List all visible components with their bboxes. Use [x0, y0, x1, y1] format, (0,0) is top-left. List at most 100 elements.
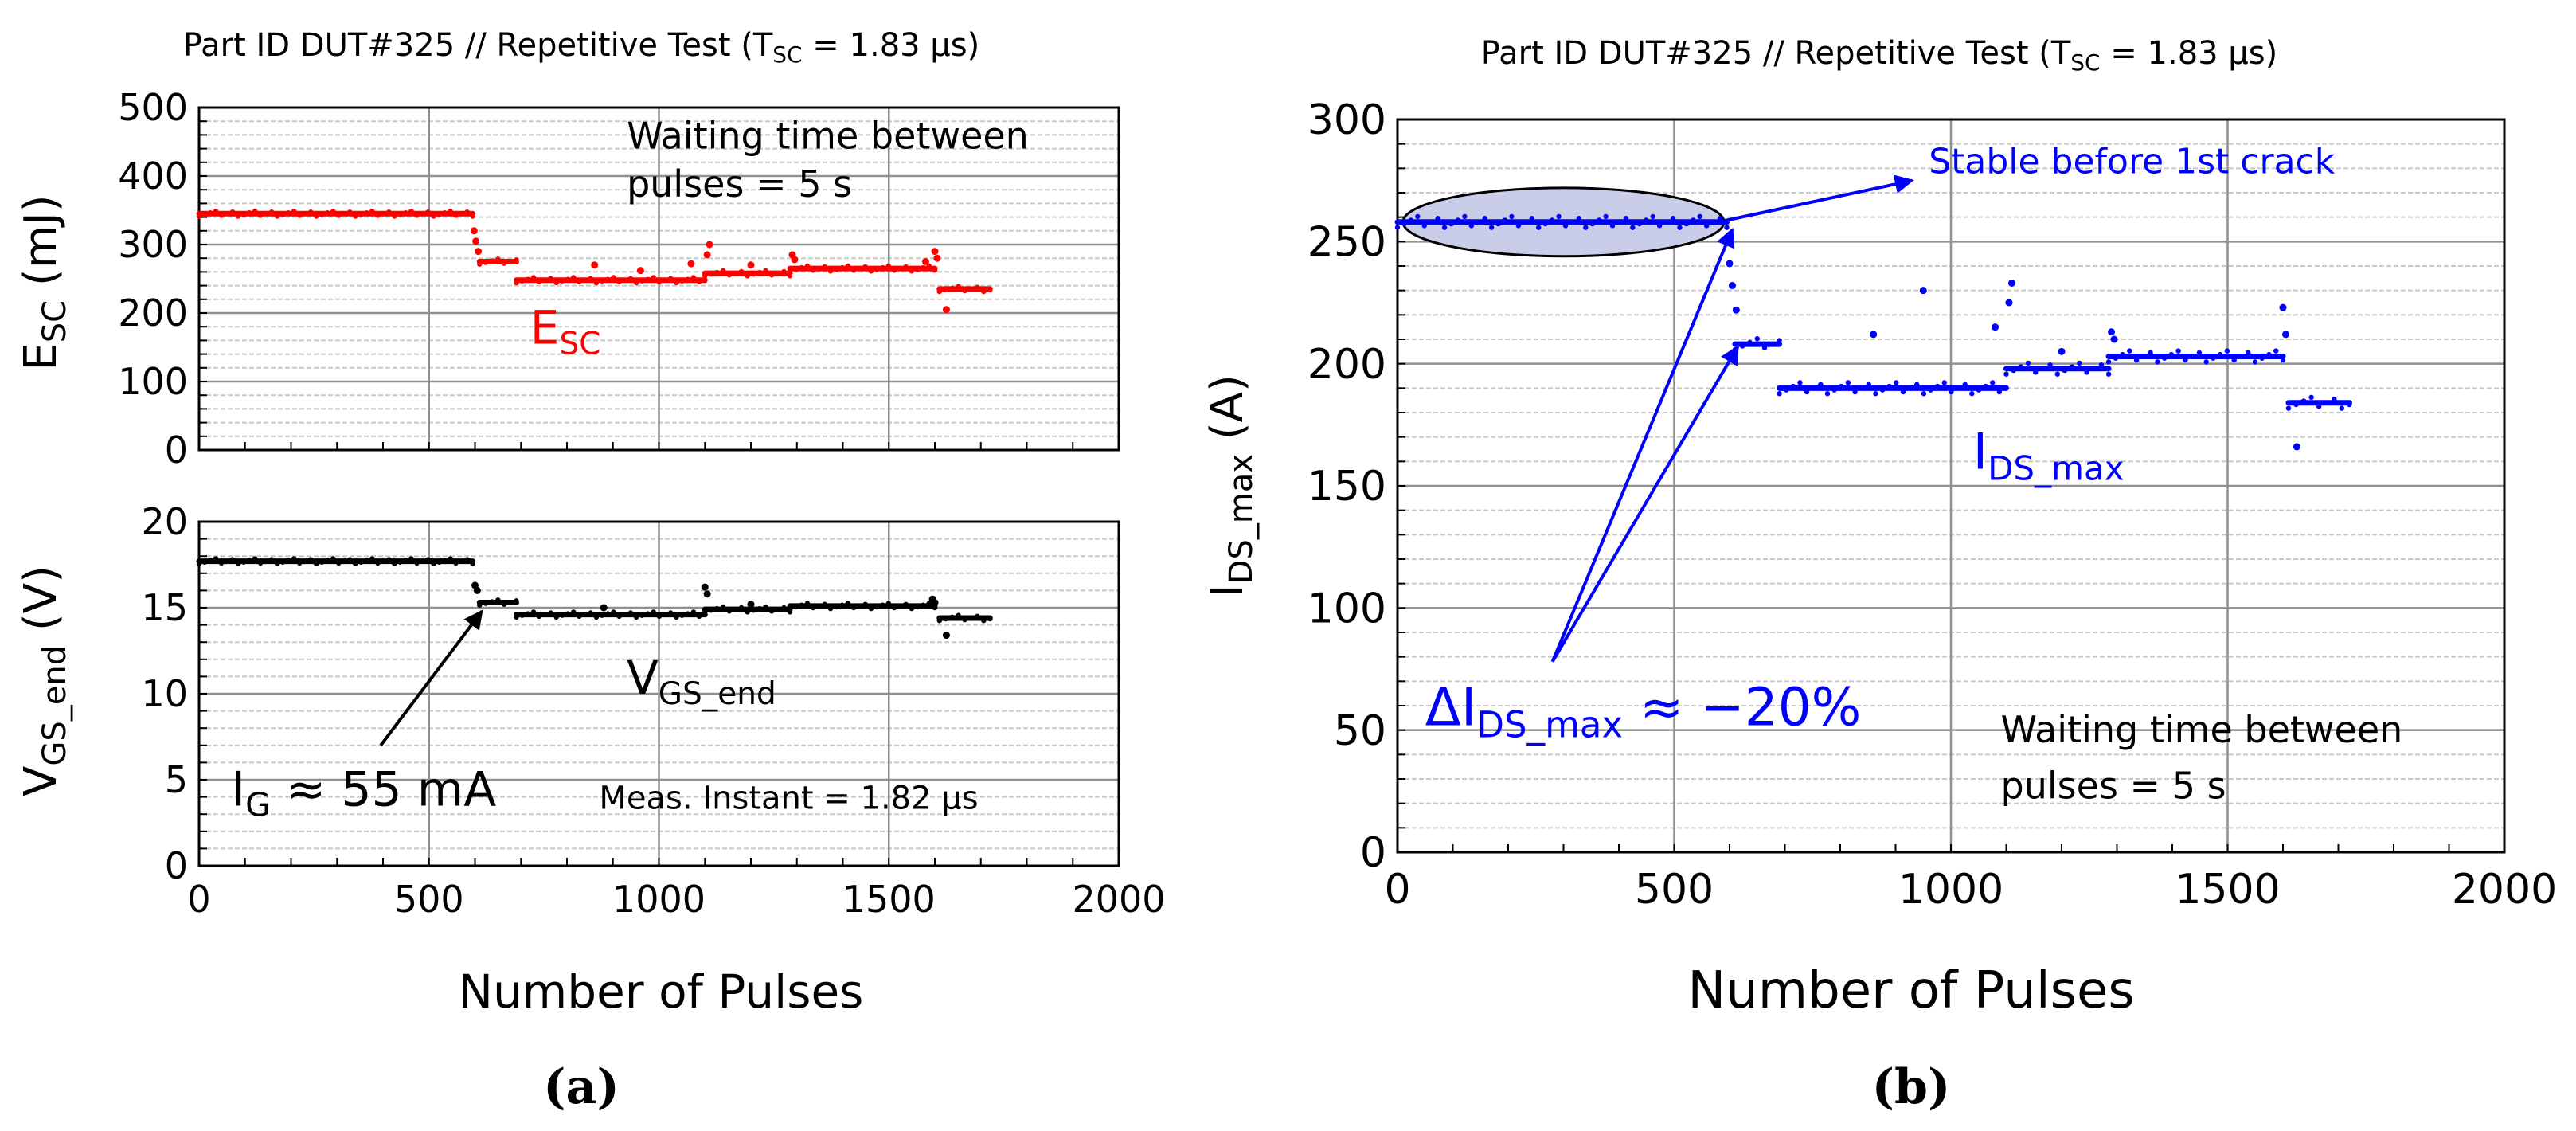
data-point: [477, 602, 483, 608]
y-tick-label: 200: [1308, 341, 1386, 389]
outlier-point-4: [1919, 287, 1927, 295]
data-point: [268, 209, 275, 215]
data-point: [726, 272, 732, 278]
data-point: [763, 268, 768, 274]
data-point: [768, 272, 775, 278]
data-point: [1408, 217, 1414, 223]
data-point: [656, 613, 663, 619]
data-point: [943, 616, 948, 622]
data-point: [252, 556, 258, 562]
data-point: [1900, 389, 1906, 395]
data-point: [816, 603, 822, 609]
data-point: [903, 264, 909, 270]
data-point: [425, 557, 431, 562]
data-point: [308, 557, 314, 562]
data-point: [507, 259, 513, 264]
data-point: [1990, 380, 1996, 385]
data-point: [470, 213, 475, 219]
data-point: [1941, 380, 1947, 385]
data-point: [1623, 216, 1629, 221]
data-point: [1894, 380, 1899, 385]
outlier-point-1: [472, 237, 480, 245]
data-point: [645, 611, 651, 616]
data-point: [897, 265, 903, 272]
data-point: [2077, 360, 2082, 366]
data-point: [1482, 216, 1487, 221]
data-point: [252, 208, 258, 214]
data-point: [353, 561, 358, 567]
data-point: [605, 276, 611, 282]
data-point: [2091, 366, 2097, 371]
data-point: [2238, 354, 2244, 359]
data-point: [246, 558, 252, 563]
data-point: [1710, 219, 1716, 225]
data-point: [827, 605, 834, 612]
data-point: [483, 260, 489, 265]
data-point: [240, 559, 247, 565]
data-point: [1839, 383, 1844, 389]
data-point: [1818, 382, 1824, 387]
data-point: [319, 212, 325, 217]
data-point: [1401, 221, 1407, 227]
outlier-point-3: [701, 583, 709, 591]
data-point: [2168, 351, 2175, 358]
data-point: [530, 275, 537, 280]
data-point: [436, 212, 442, 217]
data-point: [364, 210, 369, 216]
data-point: [453, 560, 459, 566]
data-point: [981, 288, 987, 295]
data-point: [347, 557, 353, 562]
outlier-point-4: [703, 590, 711, 598]
data-point: [530, 609, 537, 615]
data-point: [651, 609, 656, 615]
data-point: [1697, 213, 1702, 220]
data-point: [816, 265, 822, 272]
data-point: [804, 601, 811, 606]
xlabel-b: Number of Pulses: [1687, 961, 2134, 1020]
outlier-point-10: [791, 256, 799, 264]
data-point: [392, 213, 397, 219]
data-point: [1797, 380, 1803, 385]
data-point: [696, 613, 702, 619]
data-point: [507, 600, 513, 605]
data-point: [834, 266, 839, 272]
data-point: [1996, 389, 2003, 395]
data-point: [639, 278, 645, 284]
data-point: [1886, 383, 1892, 389]
data-point: [956, 612, 961, 618]
data-point: [857, 265, 862, 272]
data-point: [1769, 341, 1775, 347]
data-point: [720, 604, 726, 610]
data-point: [891, 268, 897, 273]
outlier-point-10: [2110, 335, 2118, 343]
data-point: [279, 559, 286, 565]
data-point: [392, 561, 397, 567]
data-point: [1609, 223, 1616, 229]
data-point: [909, 268, 915, 274]
data-point: [1879, 387, 1886, 393]
outlier-point-7: [2005, 299, 2013, 307]
data-point: [885, 263, 891, 269]
data-point: [224, 558, 230, 564]
data-point: [639, 612, 645, 618]
data-point: [347, 209, 353, 215]
data-point: [1845, 380, 1851, 385]
data-point: [1428, 219, 1434, 225]
data-point: [408, 208, 414, 214]
data-point: [291, 208, 297, 214]
data-point: [1740, 343, 1745, 349]
data-point: [593, 614, 600, 620]
outlier-point-6: [706, 241, 713, 249]
data-point: [733, 270, 738, 276]
ylabel-b: IDS_max (A): [1202, 374, 1260, 597]
data-point: [633, 280, 639, 286]
y-tick-label: 100: [118, 360, 188, 403]
data-point: [751, 608, 756, 613]
data-point: [257, 560, 264, 566]
y-tick-label: 5: [165, 758, 188, 801]
data-point: [588, 276, 593, 281]
data-point: [622, 612, 627, 617]
data-point: [2224, 348, 2230, 354]
data-point: [501, 260, 507, 266]
data-point: [702, 273, 708, 279]
